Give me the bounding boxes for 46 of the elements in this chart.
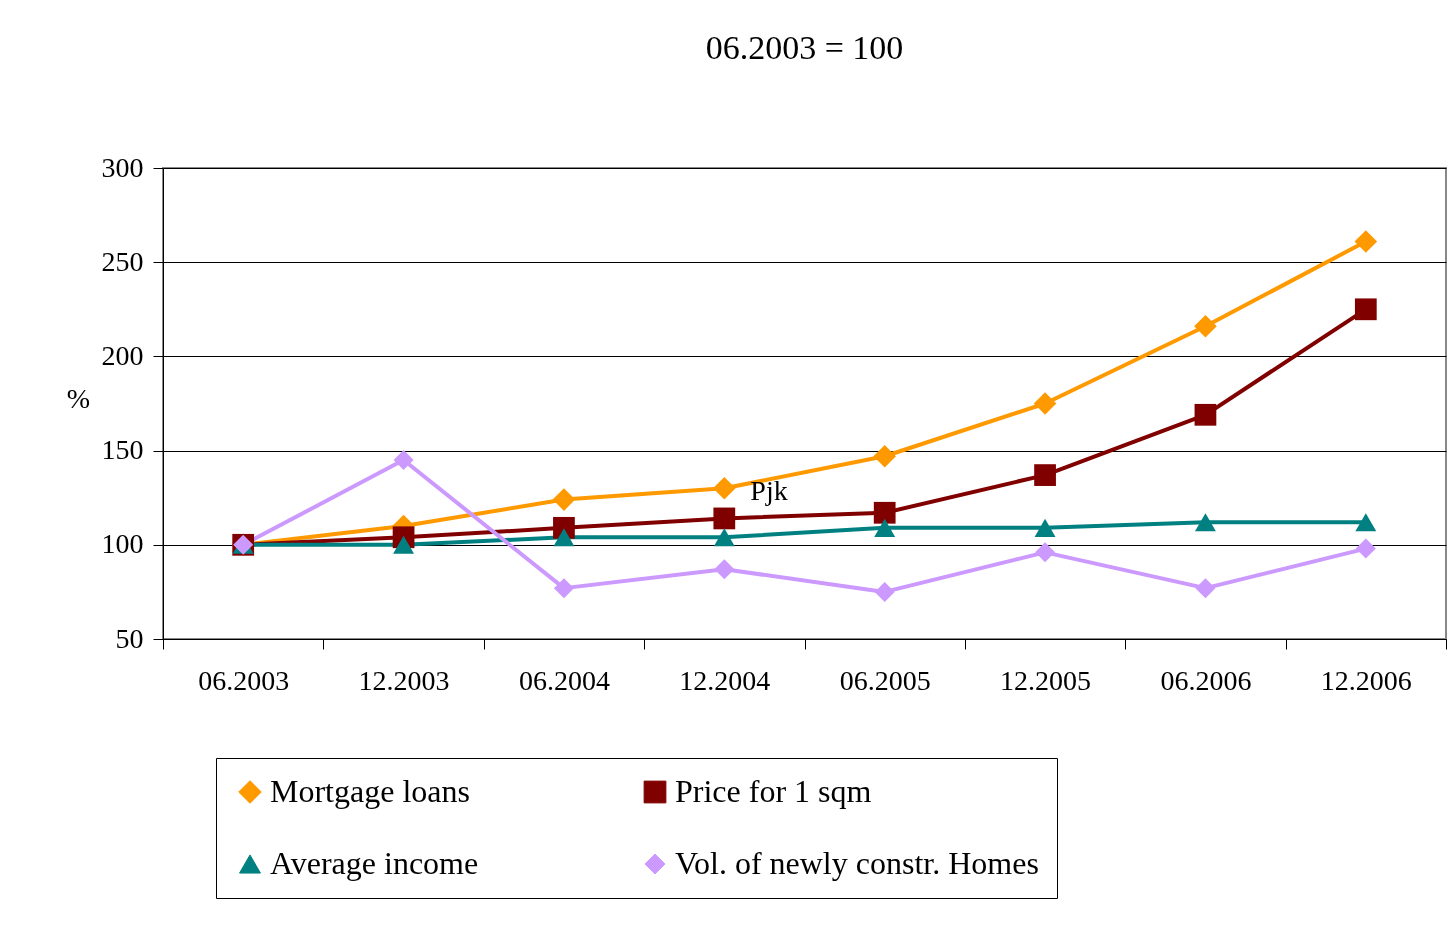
y-axis-title: % bbox=[66, 382, 91, 414]
y-tick-label: 250 bbox=[101, 245, 144, 277]
x-tick-label: 06.2005 bbox=[839, 664, 931, 696]
x-tick-label: 12.2004 bbox=[679, 664, 771, 696]
x-tick-label: 12.2003 bbox=[358, 664, 450, 696]
point bbox=[1194, 403, 1217, 426]
point bbox=[553, 578, 574, 599]
point bbox=[1355, 538, 1376, 559]
point bbox=[1354, 298, 1377, 321]
point bbox=[1033, 392, 1057, 415]
legend-label: Mortgage loans bbox=[270, 773, 470, 809]
point bbox=[553, 528, 575, 547]
point bbox=[1194, 513, 1216, 532]
y-tick-label: 100 bbox=[101, 528, 144, 560]
legend-label: Average income bbox=[270, 845, 479, 881]
y-tick-label: 150 bbox=[101, 434, 144, 466]
point bbox=[873, 501, 896, 524]
y-tick-label: 50 bbox=[115, 622, 144, 654]
point bbox=[1034, 518, 1056, 537]
legend-label: Vol. of newly constr. Homes bbox=[675, 845, 1039, 881]
point bbox=[1355, 513, 1377, 532]
chart-title: 06.2003 = 100 bbox=[705, 29, 904, 66]
x-tick-label: 12.2006 bbox=[1320, 664, 1412, 696]
point bbox=[1194, 314, 1217, 338]
x-tick-label: 06.2006 bbox=[1160, 664, 1252, 696]
annotation: Pjk bbox=[750, 475, 788, 507]
point bbox=[874, 581, 895, 602]
point bbox=[874, 518, 896, 537]
point bbox=[713, 507, 736, 530]
point bbox=[552, 488, 576, 511]
x-tick-label: 06.2003 bbox=[198, 664, 290, 696]
y-tick-label: 300 bbox=[101, 151, 144, 183]
point bbox=[393, 535, 415, 554]
point bbox=[1034, 464, 1056, 486]
point bbox=[1035, 542, 1056, 563]
point bbox=[713, 476, 736, 500]
y-tick-label: 200 bbox=[101, 339, 144, 371]
point bbox=[713, 528, 735, 547]
point bbox=[1354, 230, 1378, 253]
point bbox=[873, 444, 896, 468]
legend-label: Price for 1 sqm bbox=[675, 773, 872, 809]
point bbox=[393, 450, 414, 471]
point bbox=[714, 559, 735, 580]
point bbox=[1195, 578, 1216, 599]
x-tick-label: 06.2004 bbox=[518, 664, 610, 696]
x-tick-label: 12.2005 bbox=[1000, 664, 1092, 696]
